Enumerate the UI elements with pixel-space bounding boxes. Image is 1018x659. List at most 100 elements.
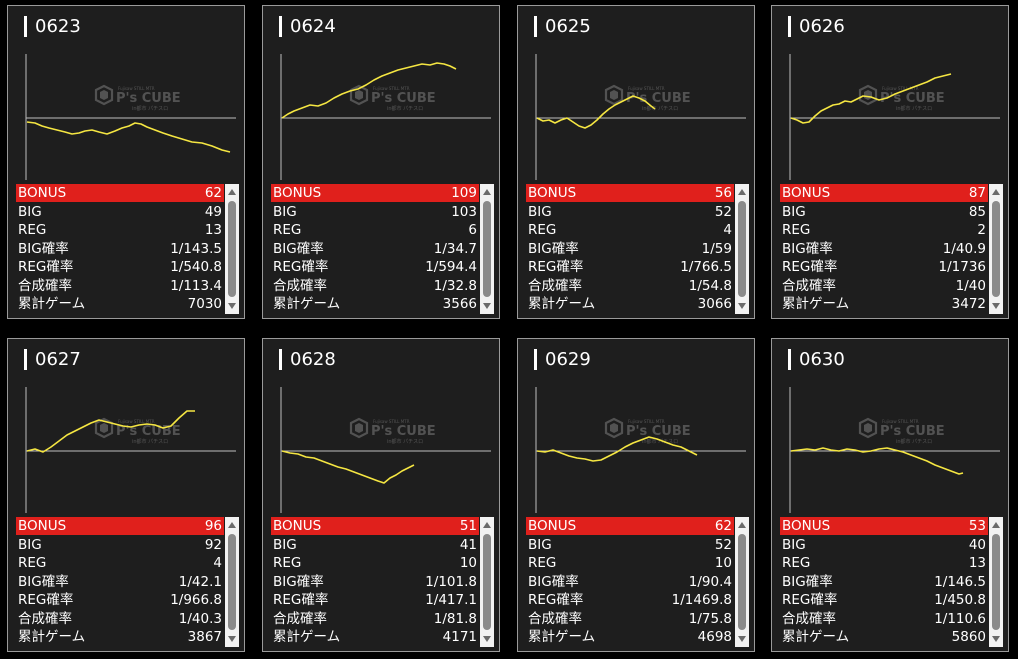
scroll-down-arrow-icon[interactable] [738, 303, 746, 309]
reg-row: REG 13 [780, 554, 988, 572]
reg-label: REG [782, 222, 811, 238]
scroll-thumb[interactable] [738, 534, 746, 630]
stats-list[interactable]: BONUS 109 BIG 103 REG 6 BIG確率 1/34.7 REG… [271, 184, 479, 314]
scroll-thumb[interactable] [992, 201, 1000, 297]
stats-scrollbar[interactable] [225, 517, 239, 647]
machine-number[interactable]: 0627 [35, 349, 81, 370]
scroll-down-arrow-icon[interactable] [228, 303, 236, 309]
stats-list[interactable]: BONUS 53 BIG 40 REG 13 BIG確率 1/146.5 REG… [780, 517, 988, 647]
reg-rate-row: REG確率 1/766.5 [526, 258, 734, 276]
card-header: 0627 [8, 339, 244, 379]
scroll-up-arrow-icon[interactable] [738, 189, 746, 195]
combined-rate-row: 合成確率 1/40.3 [16, 610, 224, 628]
pscube-watermark: P's CUBE Fujisaw STILL MTR in都市 パチスロ [94, 84, 181, 112]
scroll-thumb[interactable] [483, 534, 491, 630]
header-accent-bar [534, 349, 537, 370]
scroll-thumb[interactable] [738, 201, 746, 297]
watermark-tagline: Fujisaw STILL MTR [628, 86, 665, 91]
total-games-label: 累計ゲーム [782, 629, 850, 645]
stats-list[interactable]: BONUS 62 BIG 49 REG 13 BIG確率 1/143.5 REG… [16, 184, 224, 314]
stats-scrollbar[interactable] [735, 517, 749, 647]
machine-number[interactable]: 0626 [799, 16, 845, 37]
machine-card-0627[interactable]: 0627 P's CUBE Fujisaw STILL MTR in都市 パチス… [7, 338, 245, 652]
combined-rate-label: 合成確率 [528, 610, 582, 627]
big-rate-row: BIG確率 1/59 [526, 240, 734, 258]
stats-list[interactable]: BONUS 87 BIG 85 REG 2 BIG確率 1/40.9 REG確率… [780, 184, 988, 314]
card-header: 0625 [518, 6, 754, 46]
scroll-up-arrow-icon[interactable] [992, 189, 1000, 195]
big-label: BIG [273, 536, 297, 553]
machine-number[interactable]: 0630 [799, 349, 845, 370]
reg-rate-label: REG確率 [782, 259, 838, 275]
stats-scrollbar[interactable] [480, 184, 494, 314]
reg-rate-value: 1/966.8 [170, 592, 222, 608]
total-games-row: 累計ゲーム 3867 [16, 628, 224, 646]
stats-list[interactable]: BONUS 51 BIG 41 REG 10 BIG確率 1/101.8 REG… [271, 517, 479, 647]
watermark-tagline: Fujisaw STILL MTR [373, 86, 410, 91]
stats-scrollbar[interactable] [480, 517, 494, 647]
big-row: BIG 85 [780, 203, 988, 221]
scroll-up-arrow-icon[interactable] [483, 189, 491, 195]
cube-logo-icon [858, 84, 878, 106]
combined-rate-row: 合成確率 1/81.8 [271, 610, 479, 628]
stats-scrollbar[interactable] [225, 184, 239, 314]
watermark-subtext: in都市 パチスロ [387, 438, 423, 445]
scroll-down-arrow-icon[interactable] [738, 636, 746, 642]
reg-value: 4 [213, 555, 222, 571]
watermark-tagline: Fujisaw STILL MTR [628, 419, 665, 424]
scroll-down-arrow-icon[interactable] [992, 303, 1000, 309]
stats-list[interactable]: BONUS 56 BIG 52 REG 4 BIG確率 1/59 REG確率 1… [526, 184, 734, 314]
combined-rate-value: 1/110.6 [934, 610, 986, 627]
cube-logo-inner-icon [355, 90, 363, 100]
scroll-up-arrow-icon[interactable] [483, 522, 491, 528]
reg-row: REG 10 [526, 554, 734, 572]
scroll-up-arrow-icon[interactable] [228, 522, 236, 528]
bonus-label: BONUS [528, 185, 577, 201]
slump-line [536, 95, 656, 129]
big-value: 52 [714, 203, 732, 220]
stats-scrollbar[interactable] [989, 184, 1003, 314]
combined-rate-row: 合成確率 1/40 [780, 277, 988, 295]
big-label: BIG [18, 203, 42, 220]
scroll-down-arrow-icon[interactable] [992, 636, 1000, 642]
big-rate-label: BIG確率 [528, 240, 579, 257]
stats-scrollbar[interactable] [735, 184, 749, 314]
scroll-thumb[interactable] [992, 534, 1000, 630]
scroll-thumb[interactable] [483, 201, 491, 297]
scroll-up-arrow-icon[interactable] [228, 189, 236, 195]
scroll-down-arrow-icon[interactable] [483, 303, 491, 309]
big-row: BIG 40 [780, 536, 988, 554]
machine-number[interactable]: 0623 [35, 16, 81, 37]
slump-line [790, 73, 952, 124]
big-rate-row: BIG確率 1/101.8 [271, 573, 479, 591]
machine-number[interactable]: 0628 [290, 349, 336, 370]
machine-card-0624[interactable]: 0624 P's CUBE Fujisaw STILL MTR in都市 パチス… [262, 5, 500, 319]
watermark-tagline: Fujisaw STILL MTR [882, 86, 919, 91]
big-row: BIG 41 [271, 536, 479, 554]
bonus-label: BONUS [528, 518, 577, 534]
machine-card-0625[interactable]: 0625 P's CUBE Fujisaw STILL MTR in都市 パチス… [517, 5, 755, 319]
total-games-value: 5860 [951, 629, 986, 645]
machine-card-0628[interactable]: 0628 P's CUBE Fujisaw STILL MTR in都市 パチス… [262, 338, 500, 652]
machine-card-0623[interactable]: 0623 P's CUBE Fujisaw STILL MTR in都市 パチス… [7, 5, 245, 319]
stats-list[interactable]: BONUS 62 BIG 52 REG 10 BIG確率 1/90.4 REG確… [526, 517, 734, 647]
machine-card-0630[interactable]: 0630 P's CUBE Fujisaw STILL MTR in都市 パチス… [771, 338, 1009, 652]
reg-value: 13 [204, 222, 222, 238]
machine-card-0629[interactable]: 0629 P's CUBE Fujisaw STILL MTR in都市 パチス… [517, 338, 755, 652]
cube-logo-icon [349, 417, 369, 439]
scroll-thumb[interactable] [228, 201, 236, 297]
machine-card-0626[interactable]: 0626 P's CUBE Fujisaw STILL MTR in都市 パチス… [771, 5, 1009, 319]
scroll-up-arrow-icon[interactable] [992, 522, 1000, 528]
machine-number[interactable]: 0625 [545, 16, 591, 37]
stats-list[interactable]: BONUS 96 BIG 92 REG 4 BIG確率 1/42.1 REG確率… [16, 517, 224, 647]
reg-rate-row: REG確率 1/1736 [780, 258, 988, 276]
scroll-thumb[interactable] [228, 534, 236, 630]
combined-rate-label: 合成確率 [18, 610, 72, 627]
machine-number[interactable]: 0624 [290, 16, 336, 37]
machine-number[interactable]: 0629 [545, 349, 591, 370]
slump-line [281, 450, 415, 484]
scroll-down-arrow-icon[interactable] [483, 636, 491, 642]
stats-scrollbar[interactable] [989, 517, 1003, 647]
scroll-up-arrow-icon[interactable] [738, 522, 746, 528]
scroll-down-arrow-icon[interactable] [228, 636, 236, 642]
